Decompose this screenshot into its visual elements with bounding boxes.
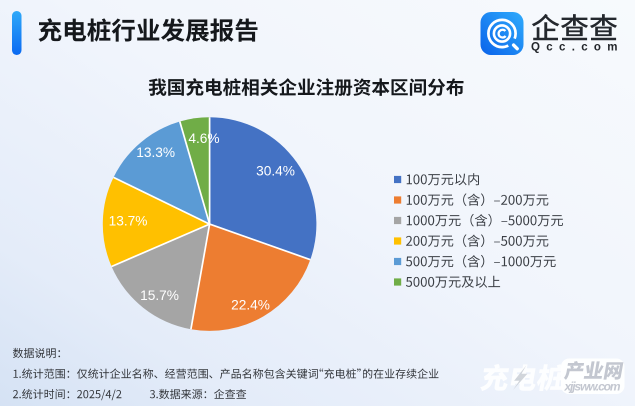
svg-text:13.3%: 13.3%	[136, 145, 175, 160]
svg-text:15.7%: 15.7%	[140, 288, 179, 303]
svg-text:4.6%: 4.6%	[188, 131, 219, 146]
svg-text:13.7%: 13.7%	[109, 213, 148, 228]
svg-text:Qcc.com: Qcc.com	[531, 42, 618, 54]
svg-text:22.4%: 22.4%	[231, 298, 270, 313]
svg-text:30.4%: 30.4%	[256, 163, 295, 178]
svg-text:xjjsww.com: xjjsww.com	[564, 379, 621, 393]
